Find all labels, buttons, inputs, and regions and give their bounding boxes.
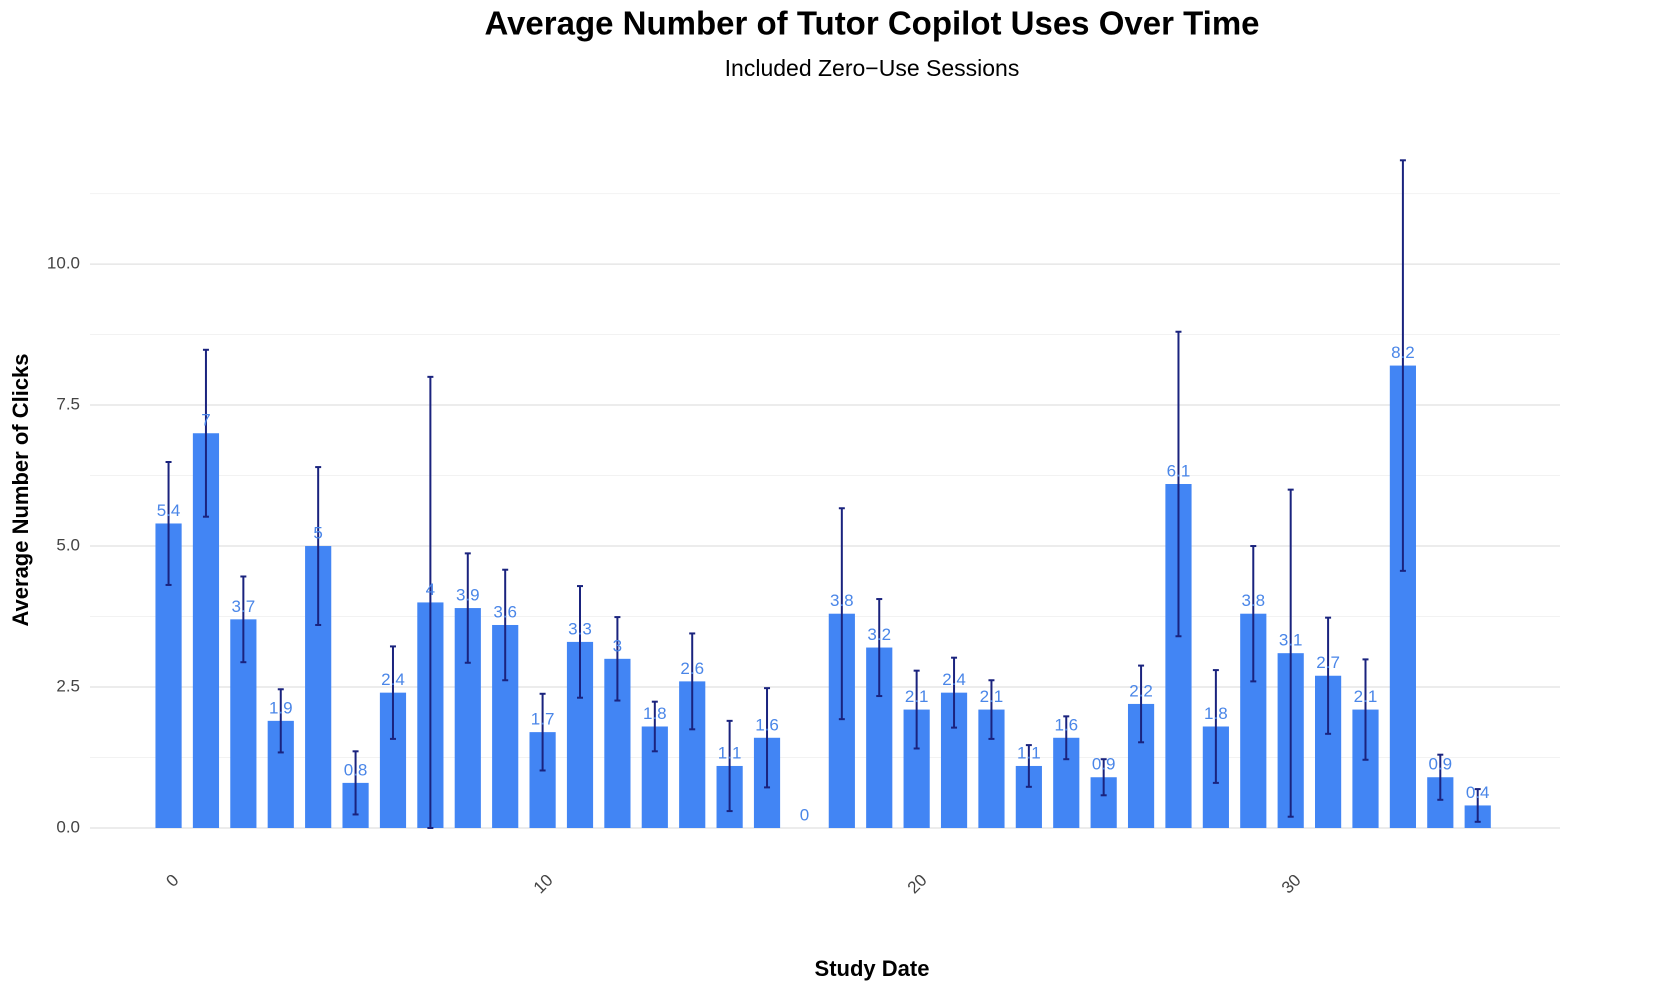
data-label: 6.1 — [1167, 461, 1191, 480]
error-bar — [202, 348, 209, 518]
error-bar — [764, 687, 771, 789]
error-bar — [315, 466, 322, 626]
error-bar — [1287, 488, 1294, 818]
error-bar — [464, 552, 471, 664]
data-label: 2.4 — [942, 670, 966, 689]
error-bar — [277, 688, 284, 754]
data-label: 1.8 — [1204, 704, 1228, 723]
data-label: 3.8 — [830, 591, 854, 610]
data-label: 1.1 — [1017, 743, 1041, 762]
data-label: 0.8 — [344, 760, 368, 779]
error-bar — [1325, 616, 1332, 735]
data-label: 2.1 — [980, 687, 1004, 706]
error-bar — [876, 598, 883, 698]
error-bar — [1250, 545, 1257, 683]
data-label: 0 — [800, 805, 809, 824]
error-bar — [240, 575, 247, 664]
error-bar — [951, 656, 958, 729]
data-label: 3.6 — [493, 602, 517, 621]
data-label: 3.8 — [1241, 591, 1265, 610]
data-label: 5.4 — [157, 501, 181, 520]
error-bar — [389, 645, 396, 740]
x-tick-label: 30 — [1278, 871, 1305, 898]
error-bar — [1025, 744, 1032, 788]
error-bar — [1362, 658, 1369, 761]
data-label: 2.1 — [1354, 687, 1378, 706]
x-tick-label: 20 — [904, 871, 931, 898]
data-label: 1.8 — [643, 704, 667, 723]
error-bar — [352, 750, 359, 816]
y-tick-label: 7.5 — [56, 395, 80, 414]
data-label: 7 — [201, 411, 210, 430]
error-bar — [1437, 753, 1444, 801]
data-label: 1.9 — [269, 698, 293, 717]
data-label: 8.2 — [1391, 343, 1415, 362]
error-bar — [1063, 715, 1070, 761]
data-label: 1.6 — [1054, 715, 1078, 734]
data-label: 4 — [426, 580, 435, 599]
error-bar — [988, 679, 995, 740]
x-tick-label: 10 — [530, 871, 557, 898]
data-label: 2.1 — [905, 687, 929, 706]
error-bar — [838, 507, 845, 721]
data-label: 1.6 — [755, 715, 779, 734]
error-bar — [1399, 159, 1406, 572]
error-bar — [1138, 664, 1145, 744]
data-label: 3.7 — [232, 597, 256, 616]
y-tick-label: 10.0 — [47, 254, 80, 273]
error-bar — [913, 669, 920, 750]
data-label: 2.2 — [1129, 681, 1153, 700]
x-tick-label: 0 — [162, 871, 182, 891]
data-label: 3 — [613, 636, 622, 655]
y-tick-label: 5.0 — [56, 536, 80, 555]
data-label: 0.9 — [1428, 755, 1452, 774]
data-label: 0.4 — [1466, 783, 1490, 802]
data-label: 2.6 — [680, 659, 704, 678]
x-axis-label: Study Date — [815, 956, 930, 981]
data-label: 1.1 — [718, 743, 742, 762]
error-bar — [577, 585, 583, 699]
y-axis-label: Average Number of Clicks — [8, 353, 33, 626]
data-label: 3.2 — [867, 625, 891, 644]
error-bar — [502, 568, 509, 682]
chart-subtitle: Included Zero−Use Sessions — [725, 55, 1020, 81]
error-bar — [1212, 669, 1219, 784]
data-label: 0.9 — [1092, 755, 1116, 774]
data-label: 2.7 — [1316, 653, 1340, 672]
error-bar — [165, 461, 172, 586]
y-tick-label: 0.0 — [56, 817, 80, 836]
data-label: 1.7 — [531, 710, 555, 729]
data-label: 3.1 — [1279, 631, 1303, 650]
data-label: 3.9 — [456, 586, 480, 605]
error-bar — [1175, 330, 1182, 638]
data-label: 5 — [313, 524, 322, 543]
error-bar — [1474, 788, 1481, 823]
chart-title: Average Number of Tutor Copilot Uses Ove… — [484, 5, 1259, 42]
error-bar — [539, 692, 546, 772]
error-bar — [614, 616, 621, 702]
data-label: 2.4 — [381, 670, 405, 689]
error-bar — [726, 719, 733, 813]
error-bar — [651, 700, 658, 753]
data-label: 3.3 — [568, 619, 592, 638]
error-bar — [427, 375, 434, 829]
error-bar — [1100, 758, 1107, 797]
y-tick-label: 2.5 — [56, 677, 80, 696]
error-bar — [689, 632, 696, 731]
